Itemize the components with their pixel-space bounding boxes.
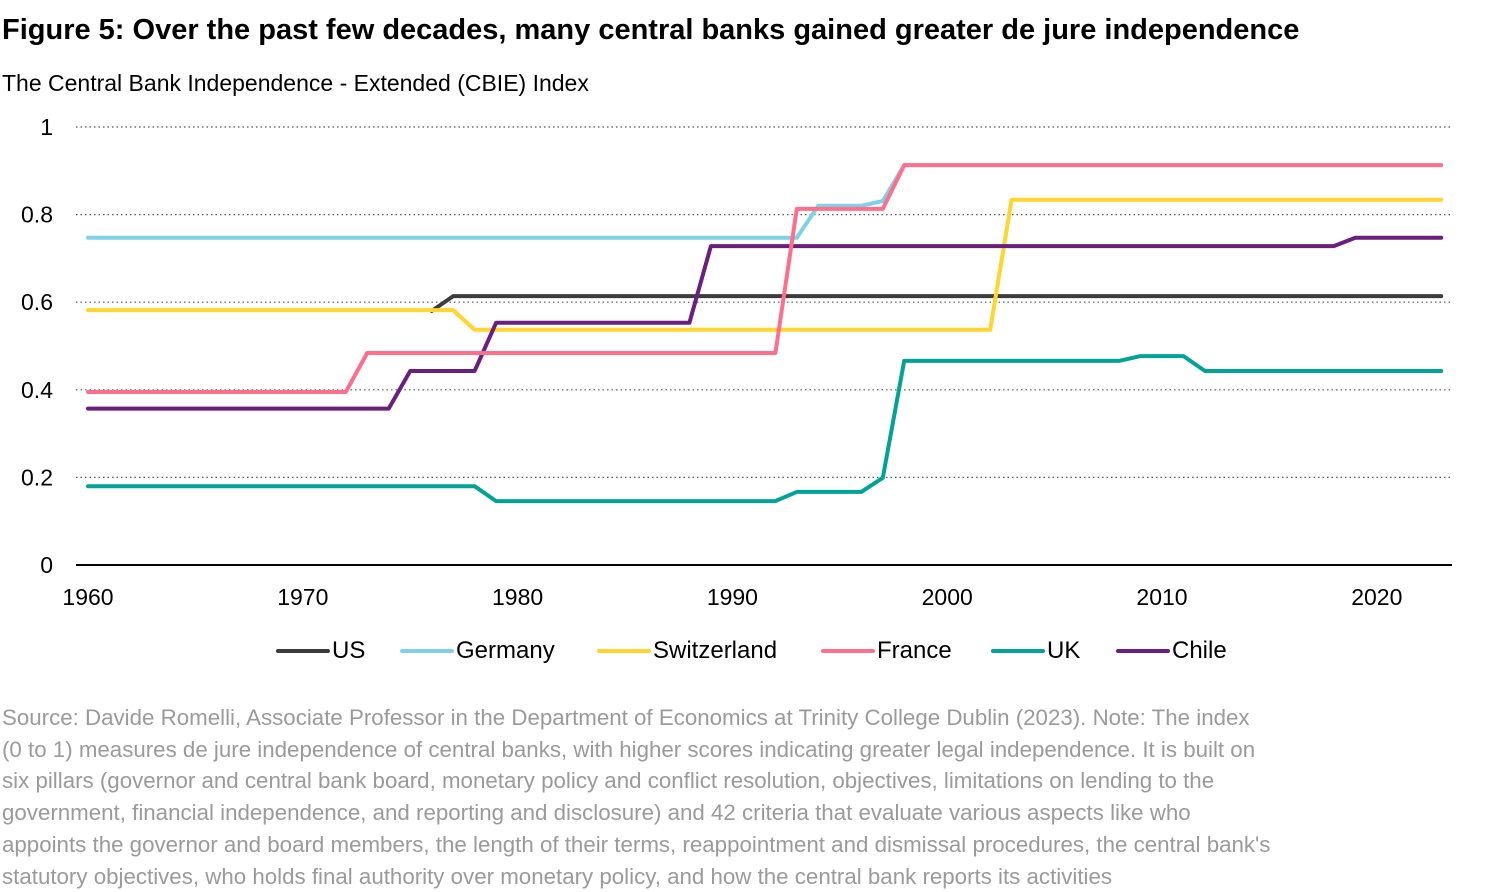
legend-label: UK (1047, 637, 1081, 664)
legend-item-france: France (821, 634, 952, 668)
legend-label: Germany (456, 637, 555, 664)
source-note: Source: Davide Romelli, Associate Profes… (2, 702, 1500, 892)
legend-swatch (1116, 649, 1170, 653)
x-tick-label: 1990 (707, 584, 758, 610)
chart-title: Figure 5: Over the past few decades, man… (2, 14, 1300, 46)
series-line-us (429, 294, 1444, 313)
x-tick-label: 2010 (1136, 584, 1187, 610)
legend-swatch (821, 649, 875, 653)
legend-label: US (332, 637, 366, 664)
series-line-france (86, 163, 1444, 394)
legend-swatch (400, 649, 454, 653)
series-line-uk (86, 354, 1444, 504)
x-tick-label: 2020 (1351, 584, 1402, 610)
y-axis-ticks: 0 0.2 0.4 0.6 0.8 1 (21, 114, 53, 578)
y-tick-label: 0.6 (21, 289, 53, 315)
chart-subtitle: The Central Bank Independence - Extended… (2, 70, 589, 96)
legend-item-us: US (276, 634, 365, 668)
legend-label: Chile (1172, 637, 1227, 664)
source-line: statutory objectives, who holds final au… (2, 863, 1113, 889)
source-line: appoints the governor and board members,… (2, 831, 1271, 857)
legend-item-switzerland: Switzerland (597, 634, 777, 668)
gridlines (76, 126, 1452, 478)
line-chart: 0 0.2 0.4 0.6 0.8 1 1960 1970 1980 1990 2000 2010 2… (21, 114, 1452, 610)
x-tick-label: 1960 (62, 584, 113, 610)
legend-label: France (877, 637, 952, 664)
y-tick-label: 0.8 (21, 202, 53, 228)
legend-swatch (276, 649, 330, 653)
legend-swatch (991, 649, 1045, 653)
legend-item-germany: Germany (400, 634, 555, 668)
source-line: (0 to 1) measures de jure independence o… (2, 736, 1256, 762)
series-line-switzerland (86, 197, 1444, 332)
legend-label: Switzerland (653, 637, 778, 664)
legend-item-uk: UK (991, 634, 1080, 668)
x-tick-label: 2000 (922, 584, 973, 610)
legend: US Germany Switzerland France UK Chile (0, 634, 1500, 668)
y-tick-label: 0.2 (21, 464, 53, 490)
legend-swatch (597, 649, 651, 653)
y-tick-label: 1 (40, 114, 53, 140)
source-line: six pillars (governor and central bank b… (2, 768, 1215, 794)
series-lines (86, 163, 1444, 504)
series-line-chile (86, 235, 1444, 411)
x-tick-label: 1980 (492, 584, 543, 610)
y-tick-label: 0 (40, 552, 53, 578)
source-line: Source: Davide Romelli, Associate Profes… (2, 705, 1250, 730)
legend-item-chile: Chile (1116, 634, 1227, 668)
x-axis-ticks: 1960 1970 1980 1990 2000 2010 2020 (62, 584, 1402, 610)
y-tick-label: 0.4 (21, 377, 53, 403)
source-line: government, financial independence, and … (2, 800, 1191, 826)
x-tick-label: 1970 (277, 584, 328, 610)
